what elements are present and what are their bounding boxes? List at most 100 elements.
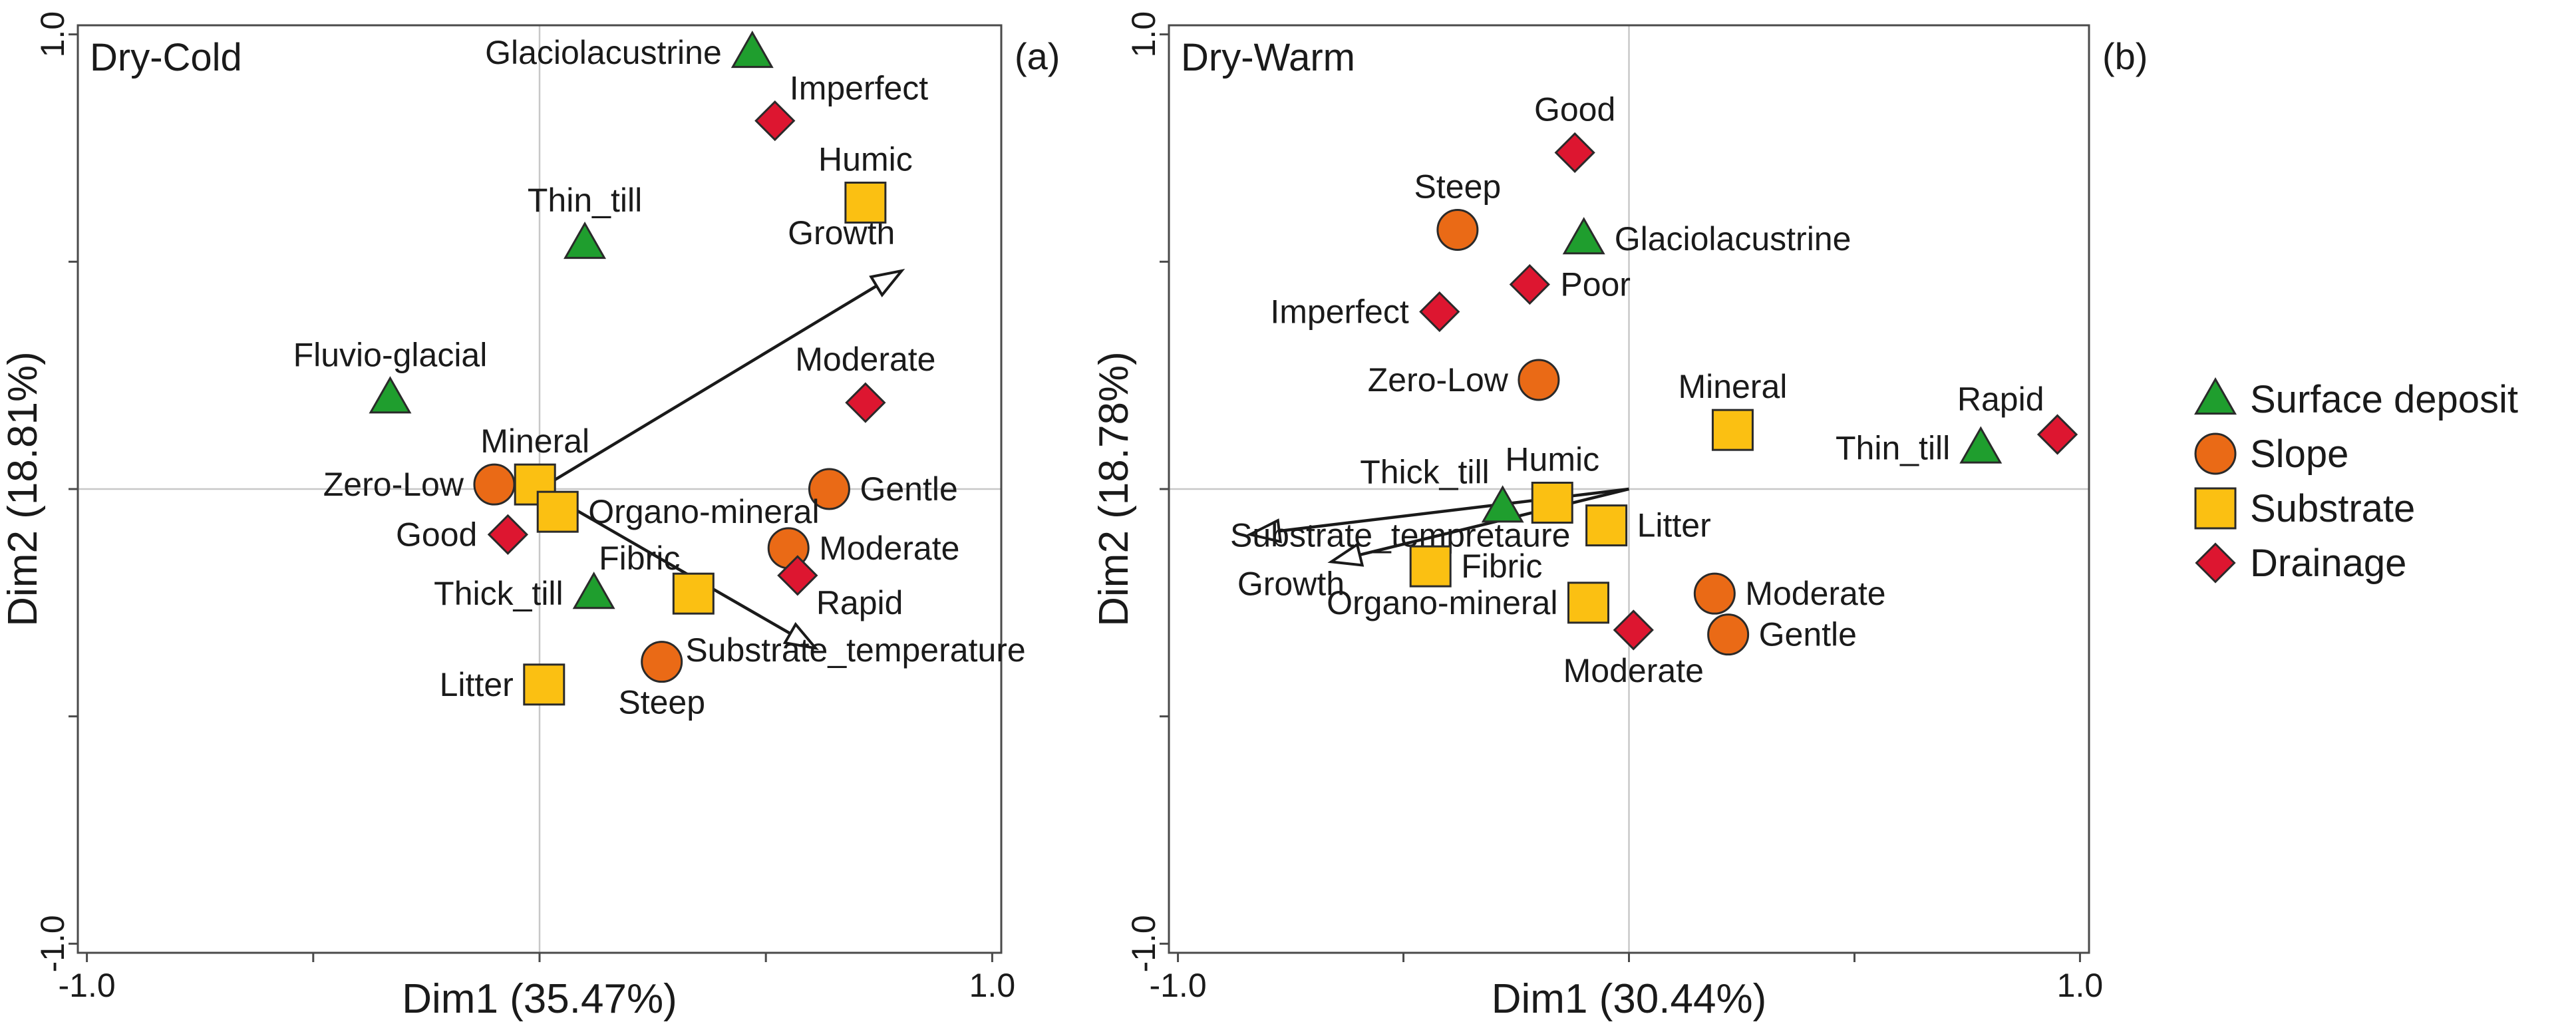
point-surface-deposit-glaciolacustrine (730, 30, 774, 69)
vector-substrate-temperature-arrowhead (782, 621, 820, 651)
point-drainage-good (487, 514, 528, 555)
point-label: Moderate (795, 341, 935, 378)
x-axis-label: Dim1 (35.47%) (402, 976, 677, 1022)
panel-title: Dry-Warm (1181, 36, 1355, 79)
point-drainage-imperfect (1419, 291, 1460, 333)
point-label: Thick_till (1360, 453, 1489, 490)
point-substrate-organo-mineral (1567, 582, 1609, 624)
vector-substrate-temperature-line (538, 488, 792, 635)
point-label: Moderate (1745, 575, 1885, 612)
point-label: Imperfect (790, 70, 929, 107)
y-axis-label: Dim2 (18.78%) (1091, 351, 1137, 626)
y-tick-label: 1.0 (34, 11, 71, 58)
y-tick-label: -1.0 (34, 915, 71, 972)
legend-marker-surface-deposit (2194, 377, 2237, 415)
vector-growth-arrowhead (869, 268, 905, 297)
x-tick-label: -1.0 (1149, 967, 1206, 1004)
point-label: Rapid (1957, 381, 2044, 418)
legend-marker-slope (2194, 432, 2237, 475)
point-substrate-fibric (1409, 545, 1452, 588)
point-label: Good (396, 516, 477, 553)
point-label: Glaciolacustrine (1615, 220, 1852, 257)
point-label: Fluvio-glacial (293, 336, 488, 373)
point-label: Imperfect (1270, 293, 1409, 331)
point-surface-deposit-glaciolacustrine (1562, 217, 1605, 255)
point-label: Organo-mineral (1327, 584, 1557, 621)
point-label: Gentle (1759, 616, 1857, 653)
point-substrate-litter (523, 663, 565, 706)
point-drainage-imperfect (754, 100, 796, 142)
y-tick-label: -1.0 (1125, 915, 1162, 972)
legend-marker-substrate (2194, 487, 2237, 530)
point-label: Rapid (816, 584, 903, 621)
legend-label: Surface deposit (2250, 378, 2518, 421)
vector-label: Growth (1237, 565, 1345, 602)
vector-growth-arrowhead (1327, 542, 1365, 567)
panel-title: Dry-Cold (90, 36, 242, 79)
point-label: Humic (1505, 441, 1599, 478)
point-substrate-humic (1531, 482, 1573, 524)
x-tick-label: 1.0 (969, 967, 1016, 1004)
x-axis-label: Dim1 (30.44%) (1492, 976, 1766, 1022)
vector-substrate-tempretaure-arrowhead (1246, 518, 1282, 544)
point-substrate-litter (1585, 504, 1628, 547)
point-label: Zero-Low (323, 466, 464, 503)
point-label: Good (1534, 90, 1615, 128)
panel-tag: (b) (2102, 35, 2148, 77)
x-tick-label: 1.0 (2057, 967, 2104, 1004)
point-slope-zero-low (1518, 359, 1560, 401)
point-label: Poor (1560, 266, 1631, 303)
point-drainage-good (1554, 132, 1595, 173)
point-surface-deposit-thick-till (572, 572, 615, 609)
point-substrate-humic (844, 182, 887, 224)
point-surface-deposit-thin-till (564, 221, 607, 259)
x-tick-label: -1.0 (59, 967, 116, 1004)
point-label: Litter (1637, 507, 1711, 544)
point-surface-deposit-thick-till (1481, 485, 1524, 523)
point-label: Thin_till (1836, 430, 1950, 467)
point-label: Fibric (1461, 548, 1542, 585)
panel-tag: (a) (1015, 35, 1060, 77)
point-slope-steep (641, 641, 683, 683)
y-tick-label: 1.0 (1125, 11, 1162, 58)
legend-label: Slope (2250, 432, 2348, 476)
point-label: Mineral (1678, 368, 1787, 405)
vector-growth-line (538, 284, 878, 490)
point-label: Thick_till (434, 575, 563, 612)
point-substrate-mineral (1711, 409, 1754, 451)
point-slope-steep (1436, 209, 1479, 251)
point-surface-deposit-thin-till (1959, 426, 2003, 464)
point-label: Steep (1414, 168, 1502, 206)
point-drainage-rapid (2036, 414, 2078, 455)
point-label: Steep (618, 684, 705, 721)
point-slope-zero-low (473, 463, 516, 506)
legend-label: Drainage (2250, 542, 2406, 585)
point-surface-deposit-fluvio-glacial (369, 376, 412, 414)
point-label: Thin_till (528, 182, 642, 219)
legend-label: Substrate (2250, 487, 2415, 530)
point-label: Organo-mineral (588, 493, 819, 530)
point-label: Glaciolacustrine (485, 34, 722, 71)
point-drainage-moderate (845, 382, 886, 423)
panel-b: -1.0 1.0 -1.0 1.0 Dim1 (30.44%) Dim2 (18.78%)… (1091, 11, 2148, 1022)
legend-marker-drainage (2195, 542, 2236, 584)
point-label: Moderate (1563, 652, 1704, 689)
point-drainage-poor (1509, 263, 1550, 305)
vector-label: Substrate_tempretaure (1230, 516, 1570, 554)
y-axis-label: Dim2 (18.81%) (0, 351, 46, 626)
panel-a: -1.0 1.0 -1.0 1.0 Dim1 (35.47%) Dim2 (18.81%)… (0, 11, 1060, 1022)
point-drainage-moderate (1613, 609, 1654, 651)
point-slope-gentle (1707, 613, 1750, 656)
point-label: Zero-Low (1368, 361, 1509, 399)
legend: Surface deposit Slope Substrate Drainage (2194, 377, 2518, 585)
vector-label: Substrate_temperature (685, 631, 1025, 669)
point-label: Fibric (599, 540, 680, 577)
point-label: Gentle (860, 470, 957, 508)
point-substrate-fibric (672, 572, 715, 615)
point-slope-moderate (1693, 572, 1736, 615)
point-label: Mineral (480, 423, 589, 460)
point-label: Moderate (819, 530, 959, 567)
point-substrate-organo-mineral (536, 490, 579, 533)
point-drainage-rapid (777, 555, 818, 596)
